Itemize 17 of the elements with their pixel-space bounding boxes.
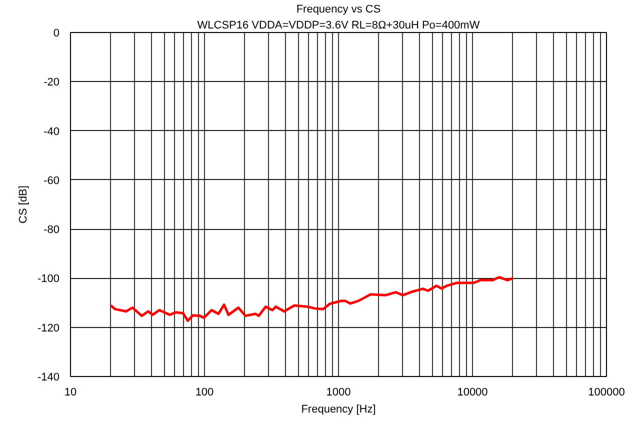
- x-tick-label: 100000: [588, 386, 625, 398]
- y-tick-label: 0: [53, 28, 60, 40]
- chart-title: Frequency vs CS: [296, 4, 381, 16]
- y-tick-label: -20: [44, 76, 60, 89]
- x-tick-label: 100: [195, 386, 214, 398]
- y-tick-label: -100: [37, 273, 60, 286]
- y-axis-title: CS [dB]: [17, 186, 30, 224]
- x-tick-label: 10000: [457, 386, 488, 398]
- x-axis-title: Frequency [Hz]: [301, 404, 376, 416]
- y-tick-label: -40: [44, 126, 60, 138]
- y-tick-label: -80: [44, 224, 60, 236]
- y-tick-label: -140: [37, 372, 60, 384]
- chart-subtitle: WLCSP16 VDDA=VDDP=3.6V RL=8Ω+30uH Po=400mW: [197, 20, 480, 32]
- y-tick-label: -60: [44, 174, 60, 187]
- x-tick-label: 10: [64, 386, 77, 398]
- x-tick-label: 1000: [326, 386, 351, 398]
- y-tick-label: -120: [37, 322, 60, 334]
